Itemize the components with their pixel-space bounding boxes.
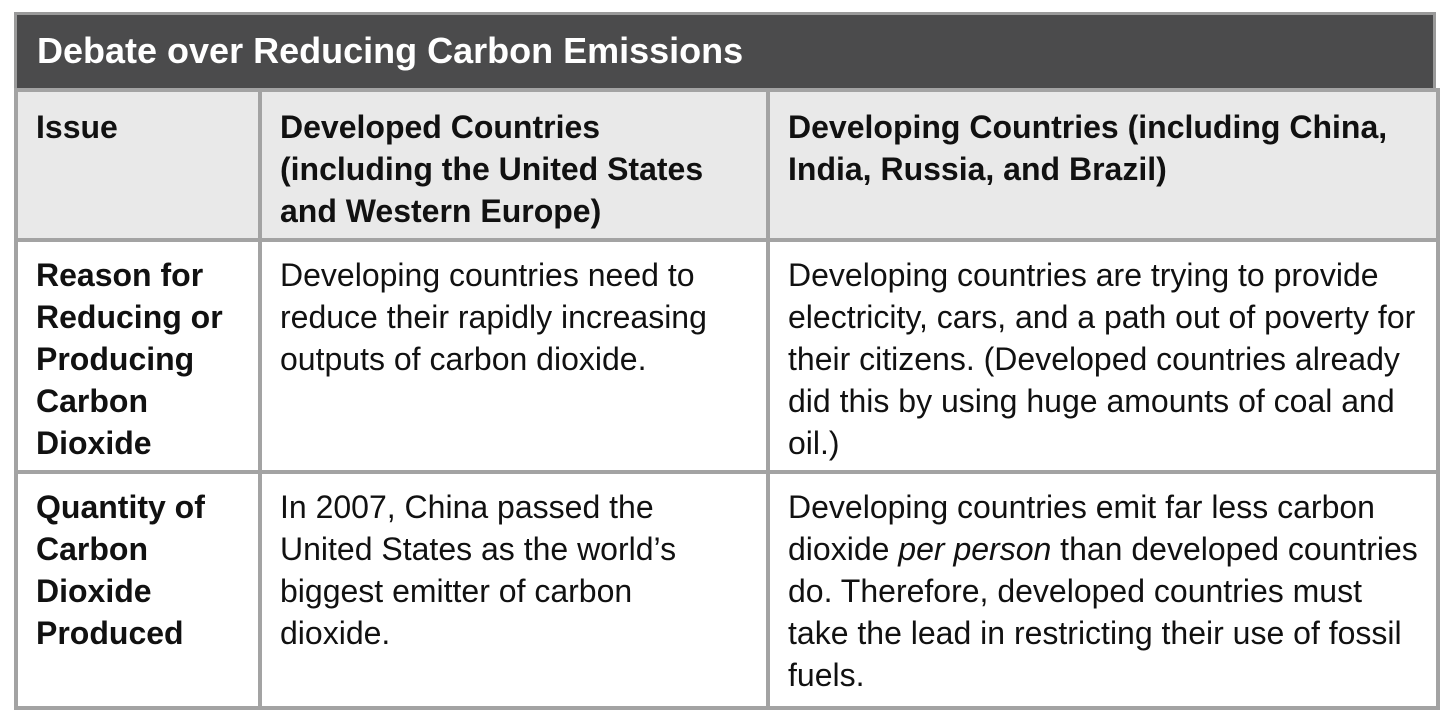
header-row: Issue Developed Countries (including the… xyxy=(14,88,1440,242)
table-card: Debate over Reducing Carbon Emissions Is… xyxy=(14,12,1440,710)
text: Developing countries emit far less carbo… xyxy=(788,489,1375,567)
row: Reason for Reducing or Producing Carbon … xyxy=(14,238,1440,474)
emphasis: per person xyxy=(898,531,1052,567)
row-label: Reason for Reducing or Producing Carbon … xyxy=(14,238,262,474)
row-label: Quantity of Carbon Dioxide Produced xyxy=(14,470,262,710)
header-cell: Developing Countries (including China, I… xyxy=(766,88,1440,242)
cell: Developing countries need to reduce thei… xyxy=(258,238,770,474)
cell: Developing countries are trying to provi… xyxy=(766,238,1440,474)
comparison-table: Issue Developed Countries (including the… xyxy=(14,88,1440,710)
cell: In 2007, China passed the United States … xyxy=(258,470,770,710)
text: than developed countries do. Therefore, … xyxy=(788,531,1418,693)
header-cell: Issue xyxy=(14,88,262,242)
title: Debate over Reducing Carbon Emissions xyxy=(14,12,1436,88)
cell: Developing countries emit far less carbo… xyxy=(766,470,1440,710)
header-cell: Developed Countries (including the Unite… xyxy=(258,88,770,242)
row: Quantity of Carbon Dioxide Produced In 2… xyxy=(14,470,1440,710)
